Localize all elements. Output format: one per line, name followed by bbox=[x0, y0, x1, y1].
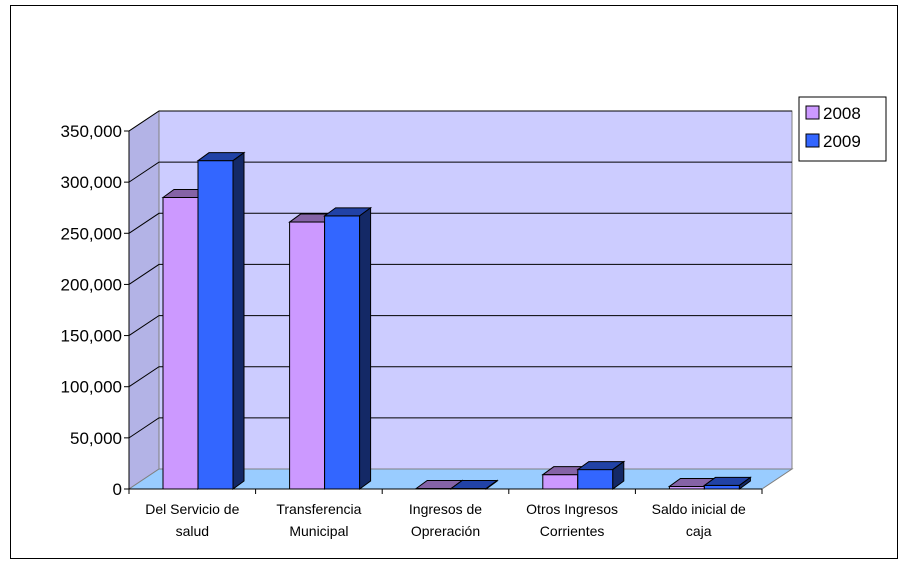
bar-side bbox=[359, 206, 372, 490]
y-tick-label: 0 bbox=[113, 480, 122, 499]
y-tick-label: 350,000 bbox=[61, 122, 122, 141]
bar-front bbox=[197, 160, 234, 490]
x-tick-label: salud bbox=[176, 523, 209, 539]
bar-front bbox=[542, 474, 579, 490]
gridline bbox=[128, 263, 792, 285]
legend-label-2008: 2008 bbox=[823, 104, 861, 123]
x-axis-tick-labels: Del Servicio de salud Transferencia Municip… bbox=[145, 501, 746, 539]
legend: 2008 2009 bbox=[798, 96, 887, 162]
bar-side bbox=[612, 460, 625, 490]
bars bbox=[161, 151, 752, 490]
side-wall bbox=[128, 110, 160, 490]
bar-front bbox=[162, 196, 199, 490]
legend-label-2009: 2009 bbox=[823, 132, 861, 151]
back-wall bbox=[158, 110, 793, 470]
y-tick-label: 100,000 bbox=[61, 378, 122, 397]
x-tick-label: Del Servicio de bbox=[145, 501, 239, 517]
y-tick-label: 200,000 bbox=[61, 275, 122, 294]
x-tick-label: Otros Ingresos bbox=[526, 501, 618, 517]
x-tick-label: Ingresos de bbox=[409, 501, 482, 517]
gridlines bbox=[128, 110, 792, 439]
bar-2009-3 bbox=[576, 460, 626, 490]
x-tick-label: Saldo inicial de bbox=[652, 501, 746, 517]
gridline bbox=[128, 212, 792, 234]
y-tick-label: 300,000 bbox=[61, 173, 122, 192]
gridline bbox=[128, 315, 792, 336]
bar-2009-4 bbox=[702, 476, 752, 490]
bar-front bbox=[289, 221, 326, 490]
y-tick-label: 50,000 bbox=[70, 429, 122, 448]
x-tick-label: Transferencia bbox=[276, 501, 361, 517]
legend-swatch-2009 bbox=[805, 133, 820, 148]
bar-front bbox=[577, 469, 614, 490]
bar-front bbox=[324, 215, 361, 490]
legend-swatch-2008 bbox=[805, 105, 820, 120]
x-tick-label: Opreración bbox=[411, 523, 480, 539]
bar-side bbox=[232, 151, 245, 490]
gridline bbox=[128, 366, 792, 388]
gridline bbox=[128, 110, 792, 132]
bar-front bbox=[703, 484, 740, 490]
y-axis-tick-labels: 0 50,000 100,000 150,000 200,000 250,000 300,0… bbox=[61, 122, 122, 499]
x-tick-label: caja bbox=[686, 523, 712, 539]
bar-2009-0 bbox=[196, 151, 246, 490]
y-tick-label: 150,000 bbox=[61, 327, 122, 346]
x-tick-label: Corrientes bbox=[540, 523, 605, 539]
x-tick-label: Municipal bbox=[289, 523, 348, 539]
gridline bbox=[128, 417, 792, 439]
gridline bbox=[128, 161, 792, 183]
axes bbox=[124, 130, 763, 494]
y-tick-label: 250,000 bbox=[61, 224, 122, 243]
bar-2009-1 bbox=[323, 206, 373, 490]
bar-side bbox=[738, 476, 751, 490]
